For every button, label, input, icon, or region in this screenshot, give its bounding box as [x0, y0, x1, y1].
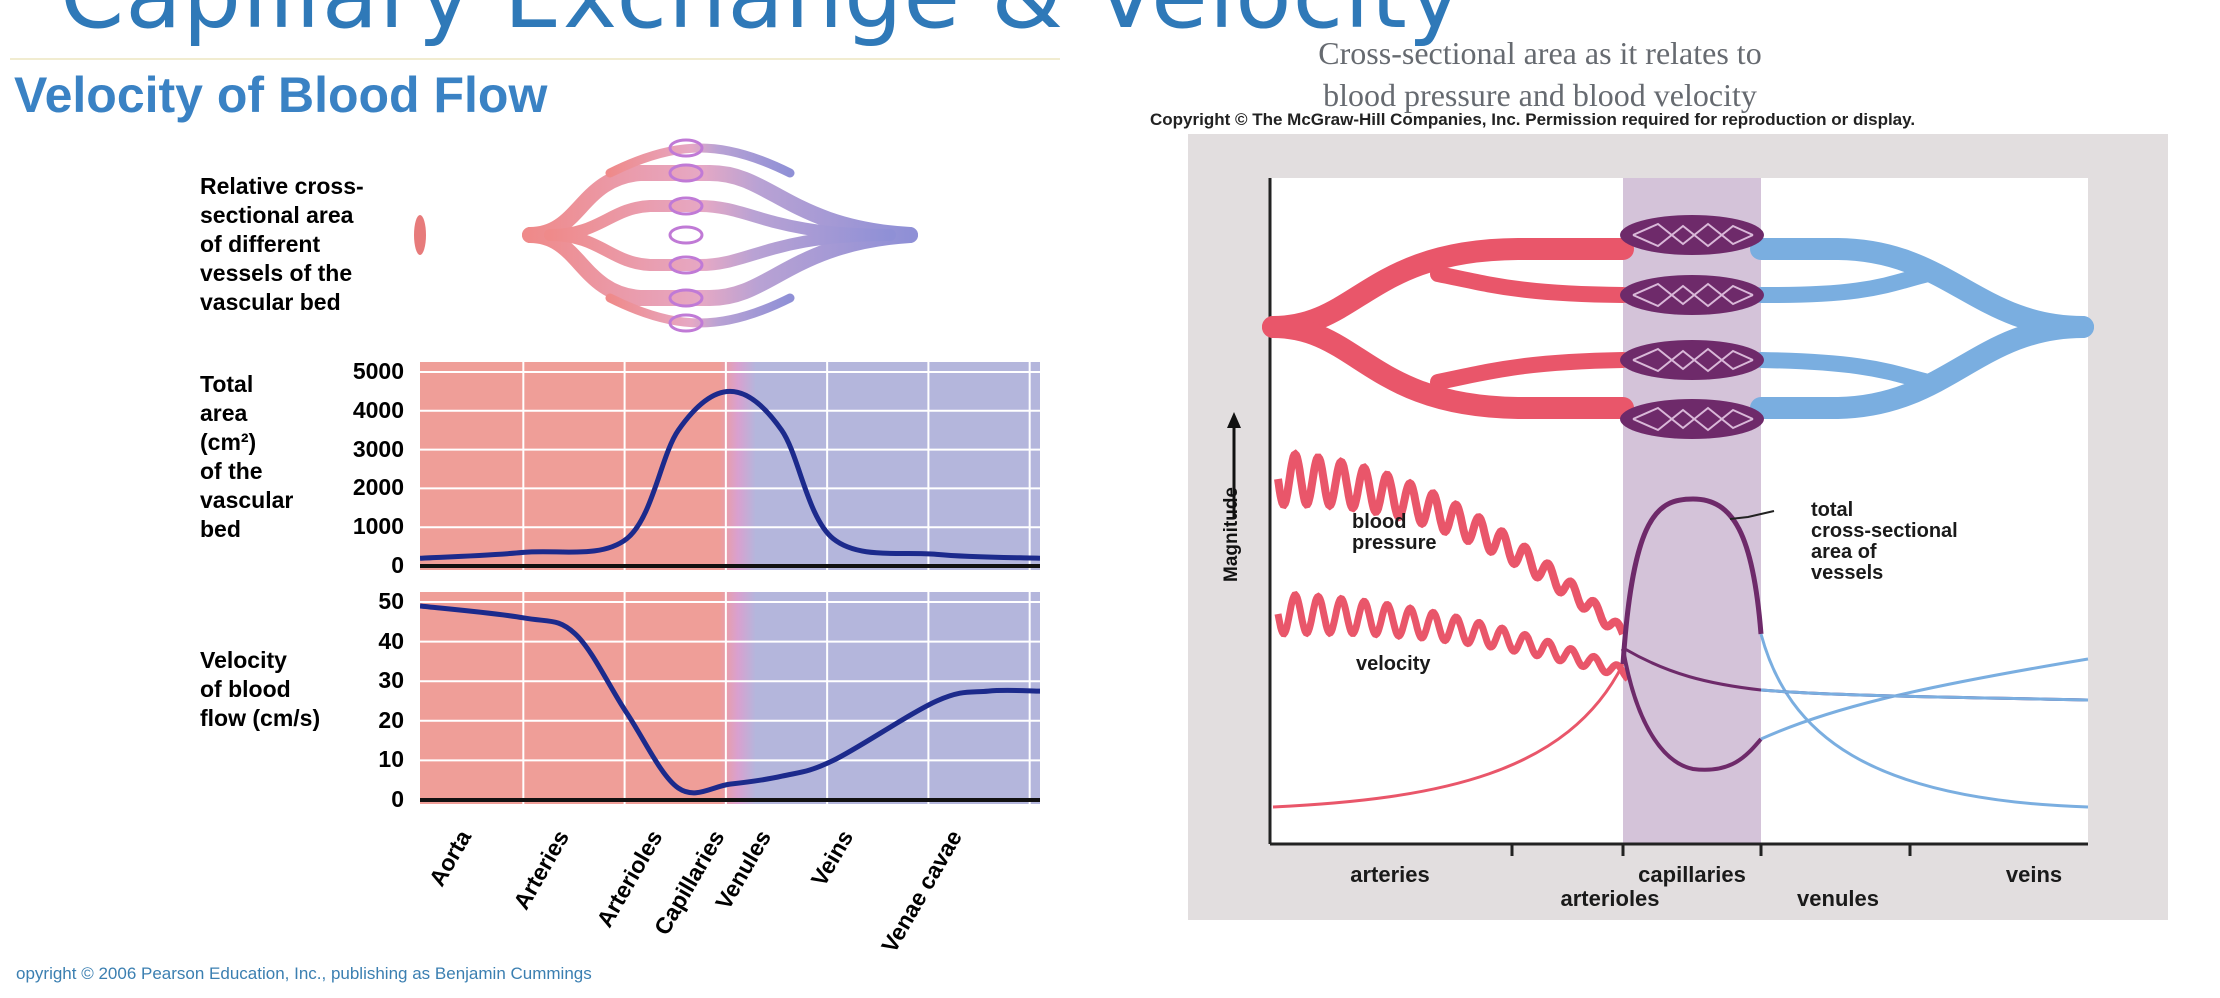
y-tick-label: 1000: [352, 513, 404, 540]
venous-branch-lower: [1750, 316, 2094, 419]
blood-pressure-label-line: pressure: [1352, 532, 1437, 554]
data-point: [677, 429, 679, 431]
data-point: [626, 712, 628, 714]
x-category-label: Arteries: [508, 825, 575, 914]
blood-pressure-curve: [1274, 449, 1627, 636]
left-copyright: opyright © 2006 Pearson Education, Inc.,…: [16, 964, 592, 983]
vessel-bed-label: Relative cross- sectional area of differ…: [200, 172, 364, 317]
category-venules: venules: [1797, 886, 1879, 911]
velocity-chart-label: Velocity of blood flow (cm/s): [200, 646, 320, 733]
venous-rising-curve: [1760, 657, 2089, 741]
area-label-line: area: [200, 400, 248, 426]
left-top-rule: [10, 58, 1060, 60]
category-veins: veins: [2005, 862, 2063, 887]
y-tick-label: 40: [378, 627, 404, 654]
capillary-beds: [1620, 215, 1764, 439]
data-point: [522, 617, 524, 619]
total-area-label-line: cross-sectional: [1811, 520, 1958, 542]
vessel-label-line: sectional area: [200, 202, 354, 228]
right-copyright: Copyright © The McGraw-Hill Companies, I…: [1150, 110, 1916, 129]
caption-line: Cross-sectional area as it relates to: [1318, 35, 1762, 71]
data-point: [522, 551, 524, 553]
velocity-label-line: Velocity: [200, 647, 287, 673]
y-tick-label: 0: [391, 786, 404, 812]
category-arterioles: arterioles: [1560, 886, 1660, 911]
arterial-branch-lower: [1262, 316, 1634, 419]
total-area-label: total cross-sectional area of vessels: [1811, 500, 1958, 584]
data-point: [781, 429, 783, 431]
vessel-label-line: of different: [200, 231, 321, 257]
y-tick-label: 4000: [352, 396, 404, 423]
vessel-label-line: vessels of the: [200, 260, 353, 286]
data-point: [936, 553, 938, 555]
y-tick-label: 5000: [352, 358, 404, 384]
vessel-label-line: Relative cross-: [200, 173, 364, 199]
area-label-line: bed: [200, 516, 241, 542]
data-point: [574, 633, 576, 635]
velocity-label: velocity: [1356, 653, 1431, 675]
velocity-chart: [420, 592, 1040, 804]
data-point: [1039, 690, 1040, 692]
velocity-curve-capillary: [1624, 647, 2089, 702]
magnitude-axis-label: Magnitude: [1221, 487, 1242, 582]
data-point: [781, 775, 783, 777]
blood-pressure-label: blood pressure: [1352, 512, 1437, 554]
area-chart: [420, 362, 1040, 570]
y-tick-label: 20: [378, 706, 404, 733]
data-point: [729, 783, 731, 785]
data-point: [420, 605, 421, 607]
area-leader-line: [1729, 510, 1775, 520]
velocity-label-line: of blood: [200, 676, 291, 702]
left-panel-title: Velocity of Blood Flow: [14, 67, 548, 123]
total-area-label-line: vessels: [1811, 562, 1884, 584]
data-point: [832, 538, 834, 540]
vascular-bed-illustration: [410, 138, 1050, 333]
right-diagram: [1227, 178, 2094, 856]
area-label-line: vascular: [200, 487, 294, 513]
y-tick-label: 50: [378, 588, 404, 614]
data-point: [832, 759, 834, 761]
area-curve-arterial: [1272, 663, 1625, 809]
area-label-line: Total: [200, 371, 254, 397]
y-tick-label: 30: [378, 667, 404, 694]
caption-line: blood pressure and blood velocity: [1323, 77, 1757, 113]
x-category-label: Veins: [805, 825, 859, 891]
blood-pressure-label-line: blood: [1352, 511, 1407, 533]
data-curve: [420, 603, 1040, 796]
vessel-label-line: vascular bed: [200, 289, 341, 315]
area-curve-lower: [1621, 648, 1763, 772]
data-point: [677, 787, 679, 789]
velocity-label-line: flow (cm/s): [200, 705, 321, 731]
x-category-label: Aorta: [423, 825, 477, 891]
total-area-label-line: area of: [1811, 541, 1877, 563]
venous-falling-curve: [1759, 633, 2089, 809]
y-tick-label: 0: [391, 552, 404, 578]
y-tick-label: 2000: [352, 474, 404, 501]
data-point: [1039, 557, 1040, 559]
category-arteries: arteries: [1350, 862, 1430, 887]
data-point: [420, 557, 421, 559]
x-category-label: Venae cavae: [876, 825, 967, 958]
area-label-line: of the: [200, 458, 263, 484]
data-point: [626, 538, 628, 540]
total-area-curve: [1620, 496, 1764, 665]
right-caption: Cross-sectional area as it relates to bl…: [1280, 32, 1800, 116]
category-capillaries: capillaries: [1638, 862, 1746, 887]
slide-title: Capillary Exchange & Velocity: [60, 0, 1463, 49]
total-area-label-line: total: [1811, 499, 1854, 521]
y-tick-label: 3000: [352, 435, 404, 462]
velocity-curve-arterial: [1274, 591, 1631, 682]
area-label-line: (cm²): [200, 429, 257, 455]
data-point: [987, 690, 989, 692]
area-chart-label: Total area (cm²) of the vascular bed: [200, 370, 293, 544]
data-point: [936, 700, 938, 702]
y-tick-label: 10: [378, 746, 404, 773]
data-point: [729, 390, 731, 392]
